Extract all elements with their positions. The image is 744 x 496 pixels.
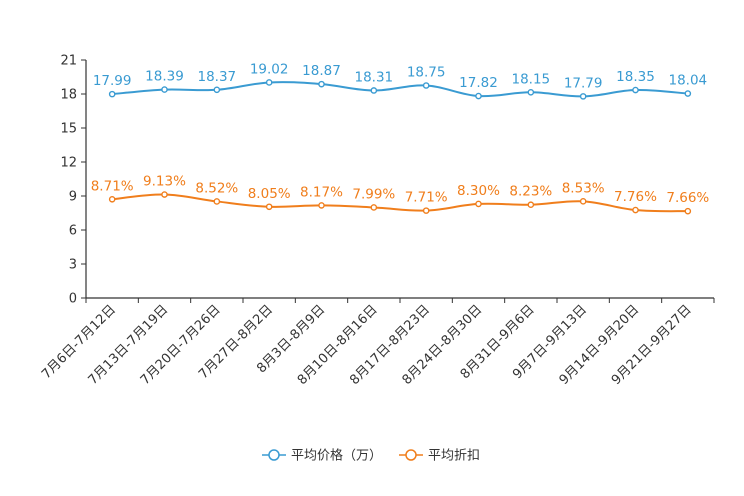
- legend-1-marker-icon: [405, 449, 417, 461]
- series-0-data-label: 18.75: [407, 65, 446, 81]
- legend: 平均价格（万） 平均折扣: [262, 448, 480, 464]
- series-0-point[interactable]: [684, 90, 692, 97]
- y-axis: 0 3 6 9 12 15 18 21: [60, 54, 87, 307]
- series-1-data-label: 7.71%: [405, 190, 448, 206]
- x-axis: 7月6日-7月12日7月13日-7月19日7月20日-7月26日7月27日-8月…: [39, 297, 715, 388]
- series-0-data-label: 19.02: [250, 61, 289, 77]
- series-1-point[interactable]: [684, 207, 692, 215]
- y-tick-label: 3: [69, 258, 77, 273]
- legend-item-1[interactable]: 平均折扣: [399, 449, 480, 464]
- series-0-point[interactable]: [108, 90, 116, 98]
- series-1-point[interactable]: [579, 198, 587, 205]
- series-0-point[interactable]: [579, 93, 587, 100]
- series-0-data-label: 17.79: [564, 75, 603, 91]
- series-0-point[interactable]: [632, 86, 639, 94]
- series-0-point[interactable]: [213, 86, 221, 94]
- series-0-data-label: 18.31: [355, 69, 394, 85]
- series-1-point[interactable]: [475, 200, 482, 208]
- series-1-data-label: 7.99%: [352, 186, 395, 202]
- y-tick-label: 6: [69, 224, 77, 239]
- series-0-line: [112, 81, 688, 98]
- series-0-point[interactable]: [475, 92, 482, 100]
- series-1-point[interactable]: [422, 207, 430, 214]
- series-1-data-label: 8.30%: [457, 183, 500, 199]
- series-0-point[interactable]: [318, 80, 325, 88]
- series-1-point[interactable]: [370, 204, 378, 211]
- legend-1-label: 平均折扣: [428, 449, 480, 464]
- series-0-point[interactable]: [161, 86, 168, 93]
- series-1-data-label: 8.71%: [91, 178, 134, 194]
- y-tick-label: 12: [60, 156, 77, 171]
- series-0-data-label: 18.87: [302, 63, 341, 79]
- series-0-point[interactable]: [422, 82, 430, 89]
- series-layer: 17.99 18.39 18.37 19.02 18.87 18.31 18.75 17.82…: [91, 61, 709, 215]
- series-1-data-label: 8.23%: [509, 184, 552, 200]
- series-0-data-label: 17.99: [93, 73, 132, 89]
- series-1-data-label: 9.13%: [143, 174, 186, 190]
- series-1-data-label: 7.66%: [666, 190, 709, 206]
- series-1-point[interactable]: [161, 191, 168, 198]
- series-1-data-label: 8.52%: [195, 180, 238, 196]
- series-1-data-label: 7.76%: [614, 189, 657, 205]
- series-0-point[interactable]: [527, 89, 535, 96]
- y-tick-label: 0: [69, 292, 77, 307]
- series-0-point[interactable]: [265, 79, 273, 86]
- series-0-data-label: 18.37: [198, 69, 237, 85]
- series-0-data-label: 18.35: [616, 69, 655, 85]
- series-1-data-label: 8.53%: [562, 180, 605, 196]
- y-tick-label: 21: [60, 54, 77, 69]
- series-1-point[interactable]: [527, 201, 535, 209]
- series-0-point[interactable]: [370, 87, 378, 94]
- series-0-data-label: 18.39: [145, 69, 184, 85]
- series-1: 8.71% 9.13% 8.52% 8.05% 8.17% 7.99% 7.71% 8.30%…: [91, 174, 709, 215]
- series-1-data-label: 8.17%: [300, 184, 343, 200]
- series-1-data-label: 8.05%: [248, 186, 291, 202]
- series-1-point[interactable]: [265, 203, 273, 211]
- legend-0-label: 平均价格（万）: [291, 448, 382, 464]
- series-0-data-label: 17.82: [459, 75, 498, 91]
- series-0-data-label: 18.15: [512, 71, 551, 87]
- legend-0-marker-icon: [268, 449, 280, 461]
- y-tick-label: 15: [60, 122, 77, 137]
- series-0-data-label: 18.04: [669, 73, 708, 89]
- series-1-line: [112, 193, 688, 213]
- legend-item-0[interactable]: 平均价格（万）: [262, 448, 382, 464]
- y-tick-label: 9: [69, 190, 77, 205]
- series-1-point[interactable]: [213, 198, 221, 205]
- series-1-point[interactable]: [318, 202, 325, 209]
- series-0: 17.99 18.39 18.37 19.02 18.87 18.31 18.75 17.82…: [93, 61, 708, 100]
- y-tick-label: 18: [60, 88, 77, 103]
- series-1-point[interactable]: [632, 206, 639, 214]
- series-1-point[interactable]: [108, 195, 116, 203]
